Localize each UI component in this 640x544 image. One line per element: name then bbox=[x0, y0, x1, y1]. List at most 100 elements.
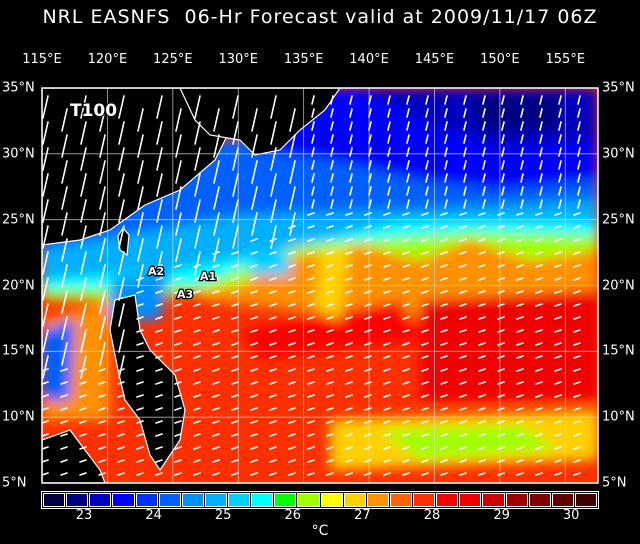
wind-arrow bbox=[463, 108, 467, 118]
wind-arrow bbox=[212, 355, 220, 359]
wind-arrow bbox=[136, 433, 144, 437]
wind-arrow bbox=[61, 108, 68, 132]
wind-arrow bbox=[175, 186, 182, 210]
wind-arrow bbox=[250, 381, 258, 385]
wind-arrow bbox=[80, 303, 87, 327]
wind-arrow bbox=[558, 108, 562, 118]
wind-arrow bbox=[269, 394, 277, 398]
wind-arrow bbox=[535, 355, 543, 359]
wind-arrow bbox=[368, 199, 372, 209]
wind-arrow bbox=[406, 147, 410, 157]
wind-arrow bbox=[98, 459, 106, 463]
wind-arrow bbox=[232, 225, 239, 249]
wind-arrow bbox=[554, 446, 562, 450]
wind-arrow bbox=[175, 212, 182, 236]
wind-arrow bbox=[212, 381, 220, 385]
wind-arrow bbox=[425, 134, 429, 144]
wind-arrow bbox=[136, 368, 144, 372]
wind-arrow bbox=[482, 199, 486, 209]
wind-arrow bbox=[212, 446, 220, 450]
wind-arrow bbox=[288, 342, 296, 346]
wind-arrow bbox=[174, 277, 182, 281]
colorbar-swatch bbox=[158, 493, 181, 507]
wind-arrow bbox=[577, 121, 581, 131]
wind-arrow bbox=[383, 381, 391, 385]
wind-arrow bbox=[250, 446, 258, 450]
wind-arrow bbox=[421, 264, 429, 268]
wind-arrow bbox=[535, 368, 543, 372]
wind-arrow bbox=[99, 108, 106, 132]
wind-arrow bbox=[117, 368, 125, 372]
wind-arrow bbox=[364, 225, 372, 229]
wind-arrow bbox=[307, 381, 315, 385]
wind-arrow bbox=[117, 446, 125, 450]
wind-arrow bbox=[136, 407, 144, 411]
wind-arrow bbox=[326, 407, 334, 411]
wind-arrow bbox=[444, 108, 448, 118]
lat-label: 30°N bbox=[2, 146, 35, 162]
wind-arrow bbox=[539, 147, 543, 157]
wind-arrow bbox=[79, 459, 87, 463]
wind-arrow bbox=[516, 251, 524, 255]
wind-arrow bbox=[231, 394, 239, 398]
lat-label: 20°N bbox=[2, 278, 35, 293]
wind-arrow bbox=[174, 394, 182, 398]
wind-arrow bbox=[459, 342, 467, 346]
wind-arrow bbox=[573, 420, 581, 424]
wind-arrow bbox=[364, 446, 372, 450]
wind-arrow bbox=[387, 108, 391, 118]
wind-arrow bbox=[425, 199, 429, 209]
wind-arrow bbox=[573, 329, 581, 333]
wind-arrow bbox=[497, 212, 505, 216]
wind-arrow bbox=[345, 290, 353, 294]
wind-arrow bbox=[269, 446, 277, 450]
wind-arrow bbox=[326, 316, 334, 320]
wind-arrow bbox=[61, 316, 68, 340]
wind-arrow bbox=[118, 225, 125, 249]
wind-arrow bbox=[440, 355, 448, 359]
wind-arrow bbox=[307, 238, 315, 242]
wind-arrow bbox=[311, 173, 315, 183]
wind-arrow bbox=[232, 95, 239, 119]
wind-arrow bbox=[330, 199, 334, 209]
wind-arrow bbox=[421, 329, 429, 333]
wind-arrow bbox=[482, 186, 486, 196]
wind-arrow bbox=[497, 368, 505, 372]
wind-arrow bbox=[368, 173, 372, 183]
wind-arrow bbox=[402, 264, 410, 268]
wind-arrow bbox=[174, 303, 182, 307]
wind-arrow bbox=[482, 147, 486, 157]
wind-arrow bbox=[231, 251, 239, 255]
borneo bbox=[42, 429, 106, 483]
wind-arrow bbox=[326, 238, 334, 242]
wind-arrow bbox=[482, 108, 486, 118]
wind-arrow bbox=[288, 446, 296, 450]
wind-arrow bbox=[175, 108, 182, 132]
wind-arrow bbox=[288, 303, 296, 307]
wind-arrow bbox=[459, 277, 467, 281]
wind-arrow bbox=[155, 303, 163, 307]
wind-arrow bbox=[193, 446, 201, 450]
wind-arrow bbox=[174, 381, 182, 385]
wind-arrow bbox=[118, 303, 125, 327]
wind-arrow bbox=[459, 238, 467, 242]
wind-arrow bbox=[368, 95, 372, 105]
wind-arrow bbox=[99, 238, 106, 262]
wind-arrow bbox=[421, 394, 429, 398]
wind-arrow bbox=[212, 459, 220, 463]
wind-arrow bbox=[478, 342, 486, 346]
wind-arrow bbox=[440, 225, 448, 229]
wind-arrow bbox=[383, 433, 391, 437]
wind-arrow bbox=[311, 199, 315, 209]
wind-arrow bbox=[61, 160, 68, 184]
wind-arrow bbox=[212, 303, 220, 307]
wind-arrow bbox=[444, 186, 448, 196]
colorbar-tick-label: 24 bbox=[145, 508, 162, 523]
wind-arrow bbox=[535, 446, 543, 450]
wind-arrow bbox=[174, 329, 182, 333]
lat-label: 30°N bbox=[602, 146, 635, 162]
wind-arrow bbox=[383, 277, 391, 281]
wind-arrow bbox=[269, 420, 277, 424]
wind-arrow bbox=[250, 316, 258, 320]
